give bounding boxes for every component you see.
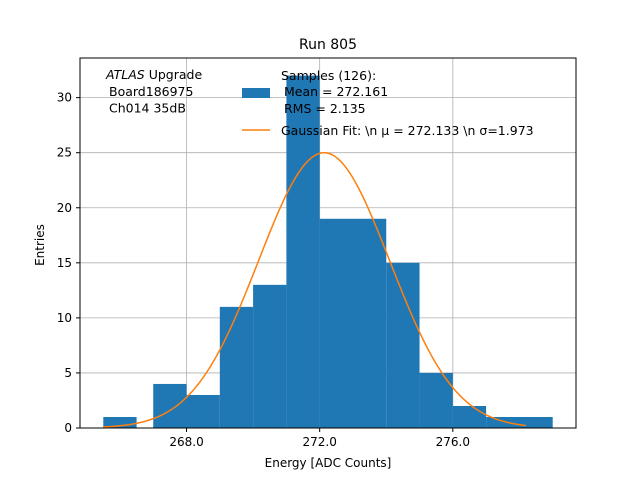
annotation-line: Ch014 35dB: [109, 101, 186, 116]
histogram-bars: [103, 75, 553, 428]
legend-histogram-label: RMS = 2.135: [284, 101, 366, 116]
y-axis-label: Entries: [33, 224, 47, 266]
annotation-line: Board186975: [109, 84, 193, 99]
histogram-bar: [319, 218, 387, 428]
histogram-bar: [103, 416, 137, 428]
histogram-bar: [419, 372, 453, 428]
histogram-bar: [486, 416, 553, 428]
histogram-bar: [219, 306, 254, 428]
y-tick-label: 25: [57, 146, 72, 160]
histogram-bar: [452, 405, 487, 428]
axis-ticks: 268.0 272.0 276.0 0 5 10 15 20 25 30: [57, 91, 470, 449]
y-tick-label: 5: [64, 366, 72, 380]
y-tick-label: 10: [57, 311, 72, 325]
chart-title: Run 805: [299, 37, 357, 53]
histogram-bar: [186, 394, 220, 428]
plot-frame: [79, 57, 577, 429]
x-tick-label: 272.0: [302, 435, 336, 449]
gaussian-fit-curve: [103, 151, 527, 428]
histogram-bar: [386, 262, 420, 428]
histogram-bar: [253, 284, 287, 428]
y-tick-label: 20: [57, 201, 72, 215]
legend-histogram-label: Mean = 272.161: [284, 84, 388, 99]
legend-histogram-swatch: [242, 88, 270, 98]
x-tick-label: 276.0: [436, 435, 470, 449]
annotation-line: ATLAS Upgrade: [105, 67, 202, 82]
y-tick-label: 15: [57, 256, 72, 270]
legend-histogram-label: Samples (126):: [281, 68, 376, 83]
histogram-bar: [153, 383, 187, 428]
histogram-bar: [286, 75, 320, 428]
legend-fit-label: Gaussian Fit: \n μ = 272.133 \n σ=1.973: [281, 123, 534, 138]
legend: Samples (126):Mean = 272.161 RMS = 2.135 G…: [242, 68, 534, 138]
x-axis-label: Energy [ADC Counts]: [265, 456, 392, 470]
x-tick-label: 268.0: [169, 435, 203, 449]
y-tick-label: 0: [64, 421, 72, 435]
y-tick-label: 30: [57, 91, 72, 105]
fit-curve-layer: [103, 151, 527, 428]
atlas-annotation: ATLAS Upgrade Board186975 Ch014 35dB: [105, 67, 202, 116]
